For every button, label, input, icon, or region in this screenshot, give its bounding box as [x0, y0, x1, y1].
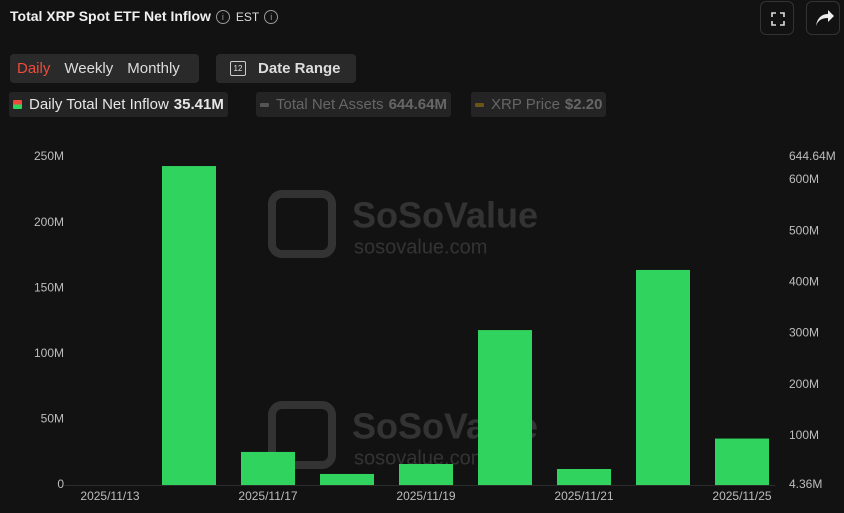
y2-tick-label: 300M — [789, 326, 819, 340]
share-button[interactable] — [806, 1, 840, 35]
y2-tick-label: 644.64M — [789, 149, 836, 163]
legend-swatch — [475, 102, 484, 107]
y-tick-label: 50M — [41, 412, 64, 426]
y2-tick-label: 200M — [789, 377, 819, 391]
legend-item[interactable]: Total Net Assets 644.64M — [256, 92, 451, 117]
legend-swatch — [260, 102, 269, 107]
y2-tick-label: 4.36M — [789, 477, 822, 491]
bar — [399, 464, 453, 485]
legend-item[interactable]: XRP Price $2.20 — [471, 92, 607, 117]
x-tick-label: 2025/11/19 — [396, 489, 455, 503]
watermark-brand: SoSoValue — [352, 195, 538, 236]
bar — [241, 451, 295, 485]
tab[interactable]: Weekly — [64, 60, 114, 77]
bar — [557, 468, 611, 485]
x-tick-label: 2025/11/21 — [554, 489, 613, 503]
bar — [636, 269, 690, 485]
y-tick-label: 0 — [57, 477, 64, 491]
title: Total XRP Spot ETF Net Inflow — [10, 8, 211, 24]
fullscreen-icon — [771, 12, 785, 26]
legend-swatch — [13, 100, 22, 109]
bar — [478, 330, 532, 485]
x-tick-label: 2025/11/17 — [238, 489, 297, 503]
y2-tick-label: 500M — [789, 223, 819, 237]
y2-tick-label: 600M — [789, 172, 819, 186]
share-icon — [816, 10, 834, 26]
watermark-url: sosovalue.com — [354, 447, 487, 469]
title-row: Total XRP Spot ETF Net Inflow i EST i — [10, 8, 284, 24]
legend-value: 644.64M — [388, 96, 447, 113]
fullscreen-button[interactable] — [760, 1, 794, 35]
y-tick-label: 250M — [34, 149, 64, 163]
legend-name: Total Net Assets — [276, 96, 384, 113]
legend-name: Daily Total Net Inflow — [29, 96, 169, 113]
legend-value: $2.20 — [564, 96, 603, 113]
watermark-logo — [268, 401, 336, 469]
tab[interactable]: Monthly — [127, 60, 180, 77]
y2-tick-label: 100M — [789, 428, 819, 442]
y-tick-label: 200M — [34, 215, 64, 229]
bar — [715, 438, 769, 485]
legend-item[interactable]: Daily Total Net Inflow 35.41M — [9, 92, 228, 117]
period-tabs: Daily Weekly Monthly — [10, 54, 199, 83]
legend-name: XRP Price — [491, 96, 560, 113]
y2-tick-label: 400M — [789, 274, 819, 288]
info-icon[interactable]: i — [215, 10, 230, 24]
info-icon[interactable]: i — [264, 10, 279, 24]
y-tick-label: 150M — [34, 280, 64, 294]
y-tick-label: 100M — [34, 346, 64, 360]
calendar-icon: 12 — [230, 61, 246, 76]
watermark-url: sosovalue.com — [354, 236, 487, 258]
timezone[interactable]: EST — [235, 10, 260, 24]
bar — [162, 166, 216, 485]
bar — [320, 473, 374, 485]
date-range-button[interactable]: 12 Date Range — [216, 54, 356, 83]
x-tick-label: 2025/11/25 — [712, 489, 771, 503]
watermark: SoSoValue sosovalue.com SoSoValue sosova… — [268, 190, 538, 469]
watermark-brand: SoSoValue — [352, 406, 538, 447]
watermark-logo — [268, 190, 336, 258]
x-tick-label: 2025/11/13 — [80, 489, 139, 503]
legend-value: 35.41M — [173, 96, 224, 113]
date-range-label: Date Range — [258, 60, 341, 77]
tab[interactable]: Daily — [17, 60, 51, 77]
